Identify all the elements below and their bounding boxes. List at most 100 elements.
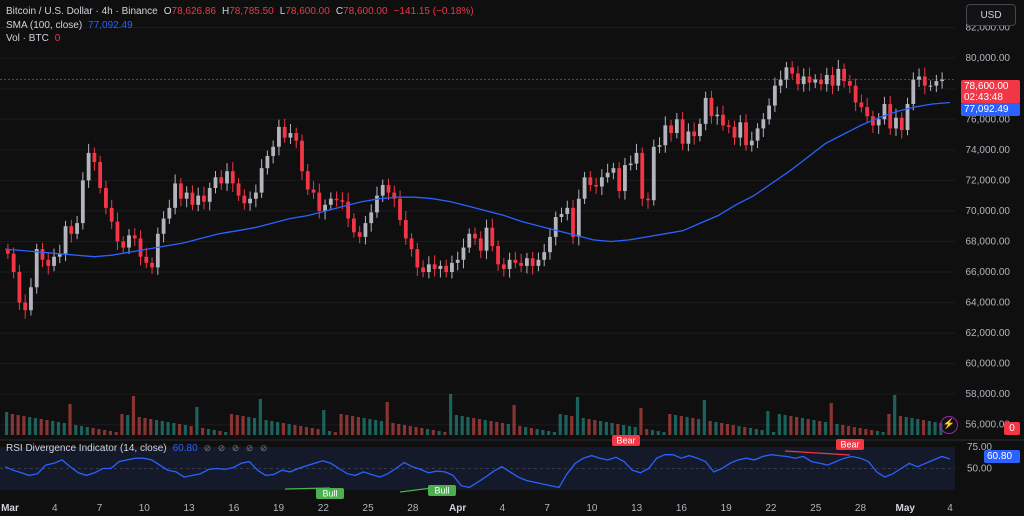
candle-body [726,125,731,127]
rsi-axis-label-1: 50.00 [967,464,992,475]
sma-legend[interactable]: SMA (100, close) 77,092.49 [6,20,133,31]
candle-body [161,218,166,234]
volume-bar [598,421,603,435]
sma-value: 77,092.49 [88,20,133,31]
candle-body [663,125,668,146]
candle-body [317,192,322,211]
candle-body [767,105,772,120]
volume-bar [748,428,753,435]
candle-body [334,198,339,201]
volume-bar [697,419,701,435]
volume-bar [166,422,170,435]
candle-body [398,198,402,221]
volume-bar [870,430,874,435]
volume-bar [10,414,14,435]
rsi-legend[interactable]: RSI Divergence Indicator (14, close) 60.… [6,443,269,454]
lightning-icon[interactable]: ⚡ [940,416,958,434]
candle-body [922,76,927,86]
volume-bar [564,415,568,435]
volume-bar [408,426,412,435]
volume-bar [45,420,49,435]
time-axis-label-6: 19 [273,503,285,514]
candle-body [357,232,362,237]
volume-bar [22,416,26,435]
volume-bar [581,418,585,435]
candle-body [230,171,235,184]
volume-bar [639,408,643,435]
candle-body [761,119,766,129]
candle-body [69,226,74,234]
currency-button[interactable]: USD [966,4,1016,26]
candle-body [819,79,823,85]
time-axis-label-21: 4 [947,503,953,514]
candle-body [426,264,431,272]
volume-bar [616,424,620,435]
volume-tag: 0 [1004,422,1020,435]
close-value: 78,600.00 [343,6,388,17]
volume-bar [904,417,908,435]
bear-label-2-text: Bear [840,440,859,450]
change-value: −141.15 (−0.18%) [393,6,474,17]
volume-bar [235,415,239,435]
volume-bar [206,429,211,435]
volume-bar [85,427,89,435]
candle-body [790,67,795,74]
price-axis-label-0: 82,000.00 [966,23,1011,34]
candle-body [392,192,397,199]
price-axis-label-8: 66,000.00 [966,267,1011,278]
high-label: H [222,6,230,17]
volume-bar [927,421,931,435]
volume-bar [5,412,9,435]
bull-label-2-box [428,485,456,496]
volume-bar [702,400,706,435]
volume-bar [846,426,851,435]
volume-bar [91,428,95,435]
volume-bar [143,418,147,435]
time-axis-label-14: 13 [631,503,643,514]
volume-legend[interactable]: Vol · BTC 0 [6,33,60,44]
volume-bar [737,426,741,435]
volume-bar [68,404,72,435]
candle-body [478,238,483,251]
volume-bar [16,415,20,435]
bear-label-1-box [612,435,640,446]
time-axis-label-9: 28 [407,503,419,514]
volume-bar [264,420,268,435]
high-value: 78,785.50 [229,6,274,17]
candle-body [467,233,472,248]
price-axis-label-6: 70,000.00 [966,206,1011,217]
volume-bar [62,423,66,435]
candle-body [340,200,345,202]
volume-bar [604,422,608,435]
candle-body [34,249,39,288]
candle-body [917,76,921,80]
volume-bar [858,428,862,435]
volume-bar [685,417,689,435]
candle-body [842,68,846,82]
candle-body [721,114,725,126]
candle-body [542,252,547,260]
volume-bar [789,416,793,435]
candle-body [80,180,85,224]
candle-body [513,259,518,263]
candle-body [524,258,529,266]
candle-body [605,172,610,178]
volume-bar [587,419,591,435]
candle-body [242,195,247,204]
candle-body [911,79,916,104]
candle-body [738,122,743,138]
volume-bar [287,424,291,435]
candle-body [86,152,91,181]
symbol-title[interactable]: Bitcoin / U.S. Dollar · 4h · Binance [6,6,158,17]
volume-bar [356,417,360,435]
candle-body [824,74,829,85]
time-axis-label-16: 19 [721,503,733,514]
candle-body [236,183,241,196]
volume-bar [281,423,285,435]
volume-bar [668,414,672,435]
candle-body [75,223,79,234]
price-axis-label-10: 62,000.00 [966,328,1011,339]
candle-body [213,177,218,188]
rsi-visibility-icons[interactable]: ⊘ ⊘ ⊘ ⊘ ⊘ [203,443,270,453]
